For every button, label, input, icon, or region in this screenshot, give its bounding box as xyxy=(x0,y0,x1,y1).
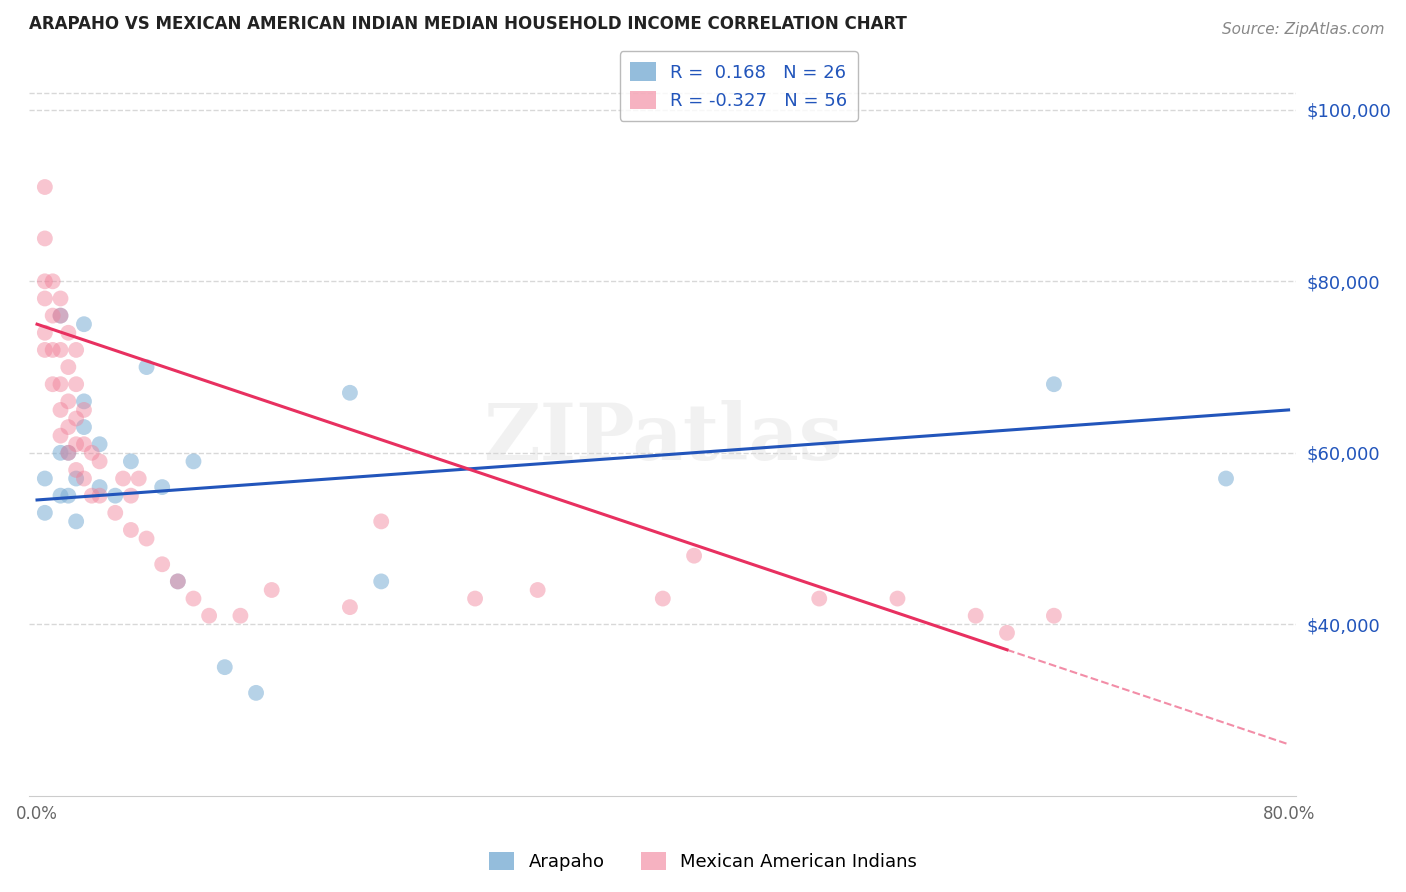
Point xyxy=(150,480,173,494)
Point xyxy=(73,394,96,409)
Point xyxy=(73,403,96,417)
Point xyxy=(80,489,103,503)
Point xyxy=(34,274,56,288)
Point xyxy=(1043,608,1066,623)
Legend: Arapaho, Mexican American Indians: Arapaho, Mexican American Indians xyxy=(482,845,924,879)
Point xyxy=(464,591,486,606)
Point xyxy=(65,437,87,451)
Point xyxy=(370,515,392,529)
Point xyxy=(150,558,173,572)
Point xyxy=(58,489,80,503)
Point xyxy=(58,360,80,375)
Point xyxy=(120,523,142,537)
Point xyxy=(58,326,80,340)
Point xyxy=(120,454,142,468)
Point xyxy=(65,377,87,392)
Point xyxy=(73,437,96,451)
Point xyxy=(41,343,63,357)
Point xyxy=(339,385,361,400)
Point xyxy=(49,489,72,503)
Point xyxy=(58,446,80,460)
Point xyxy=(965,608,987,623)
Point xyxy=(128,471,150,485)
Point xyxy=(49,377,72,392)
Point xyxy=(339,600,361,615)
Point xyxy=(41,309,63,323)
Point xyxy=(49,309,72,323)
Point xyxy=(34,471,56,485)
Point xyxy=(49,343,72,357)
Point xyxy=(34,292,56,306)
Point xyxy=(58,420,80,434)
Point xyxy=(34,506,56,520)
Point xyxy=(886,591,908,606)
Point xyxy=(34,343,56,357)
Text: Source: ZipAtlas.com: Source: ZipAtlas.com xyxy=(1222,22,1385,37)
Point xyxy=(198,608,221,623)
Point xyxy=(58,446,80,460)
Point xyxy=(104,506,127,520)
Point xyxy=(1043,377,1066,392)
Point xyxy=(112,471,135,485)
Text: ZIPatlas: ZIPatlas xyxy=(484,400,842,475)
Point xyxy=(651,591,673,606)
Point xyxy=(41,377,63,392)
Point xyxy=(34,180,56,194)
Legend: R =  0.168   N = 26, R = -0.327   N = 56: R = 0.168 N = 26, R = -0.327 N = 56 xyxy=(620,52,858,120)
Point xyxy=(89,489,111,503)
Point xyxy=(65,343,87,357)
Point xyxy=(73,471,96,485)
Point xyxy=(683,549,706,563)
Point xyxy=(526,582,548,597)
Point xyxy=(135,532,157,546)
Point xyxy=(49,428,72,442)
Point xyxy=(166,574,188,589)
Point xyxy=(229,608,252,623)
Point xyxy=(34,231,56,245)
Point xyxy=(1215,471,1237,485)
Point xyxy=(49,446,72,460)
Point xyxy=(49,292,72,306)
Point xyxy=(65,463,87,477)
Text: ARAPAHO VS MEXICAN AMERICAN INDIAN MEDIAN HOUSEHOLD INCOME CORRELATION CHART: ARAPAHO VS MEXICAN AMERICAN INDIAN MEDIA… xyxy=(30,15,907,33)
Point xyxy=(166,574,188,589)
Point xyxy=(260,582,283,597)
Point xyxy=(183,454,205,468)
Point xyxy=(370,574,392,589)
Point xyxy=(65,515,87,529)
Point xyxy=(65,411,87,425)
Point xyxy=(245,686,267,700)
Point xyxy=(73,420,96,434)
Point xyxy=(89,454,111,468)
Point xyxy=(73,317,96,331)
Point xyxy=(89,437,111,451)
Point xyxy=(214,660,236,674)
Point xyxy=(49,403,72,417)
Point xyxy=(120,489,142,503)
Point xyxy=(104,489,127,503)
Point xyxy=(65,471,87,485)
Point xyxy=(41,274,63,288)
Point xyxy=(808,591,831,606)
Point xyxy=(80,446,103,460)
Point xyxy=(135,360,157,375)
Point xyxy=(995,625,1018,640)
Point xyxy=(49,309,72,323)
Point xyxy=(183,591,205,606)
Point xyxy=(58,394,80,409)
Point xyxy=(89,480,111,494)
Point xyxy=(34,326,56,340)
